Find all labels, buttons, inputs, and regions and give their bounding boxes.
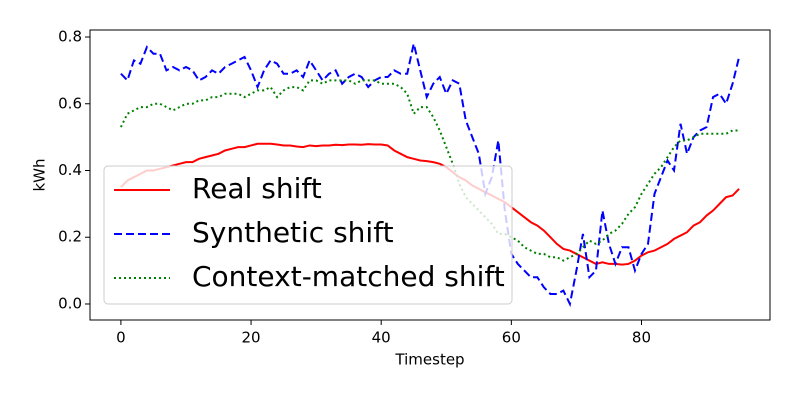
legend: Real shift Synthetic shift Context-matched…: [103, 165, 513, 305]
legend-label: Context-matched shift: [192, 260, 505, 293]
series-line: [120, 43, 741, 308]
series-line: [120, 142, 740, 266]
y-tick-label: 0.8: [58, 28, 82, 46]
legend-label: Real shift: [192, 172, 322, 205]
series-line: [120, 79, 740, 262]
x-tick-label: 60: [502, 329, 521, 347]
x-tick-label: 20: [242, 329, 261, 347]
x-tick-label: 0: [116, 329, 126, 347]
y-tick-label: 0.0: [58, 294, 82, 312]
legend-box: [103, 165, 513, 305]
legend-label: Synthetic shift: [192, 216, 394, 249]
y-tick-label: 0.4: [58, 161, 82, 179]
plot-frame: [89, 29, 771, 321]
y-tick-label: 0.6: [58, 94, 82, 112]
x-axis-label: Timestep: [394, 351, 464, 369]
x-tick-label: 40: [372, 329, 391, 347]
y-tick-label: 0.2: [58, 228, 82, 246]
x-tick-label: 80: [632, 329, 651, 347]
y-axis-label: kWh: [31, 158, 49, 191]
